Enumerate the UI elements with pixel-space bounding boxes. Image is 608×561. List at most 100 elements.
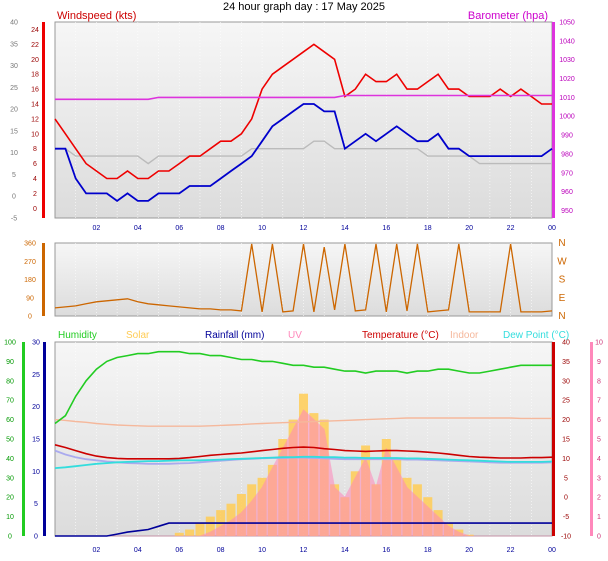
- barometer-tick-label: 1030: [559, 57, 575, 64]
- legend-entry: Dew Point (°C): [503, 330, 569, 341]
- dir-tick-label: 270: [24, 259, 36, 266]
- wind-outer-tick-label: 0: [12, 194, 16, 201]
- uv-tick-label: 3: [597, 475, 601, 482]
- rain-tick-label: 5: [34, 501, 38, 508]
- climate-x-tick-label: 14: [341, 547, 349, 554]
- barometer-tick-label: 1000: [559, 114, 575, 121]
- barometer-tick-label: 1010: [559, 95, 575, 102]
- wind-inner-tick-label: 24: [31, 27, 39, 34]
- legend-entry: Solar: [126, 330, 150, 341]
- humidity-tick-label: 60: [6, 417, 14, 424]
- temp-tick-label: 0: [564, 495, 568, 502]
- dir-compass-label: N: [558, 238, 565, 249]
- climate-x-tick-label: 22: [507, 547, 515, 554]
- legend-entry: Temperature (°C): [362, 330, 439, 341]
- dir-tick-label: 180: [24, 277, 36, 284]
- wind-inner-tick-label: 22: [31, 42, 39, 49]
- uv-tick-label: 2: [597, 495, 601, 502]
- humidity-tick-label: 40: [6, 456, 14, 463]
- series-temperature-line: [54, 444, 553, 460]
- temp-tick-label: -5: [563, 514, 569, 521]
- wind-x-tick-label: 22: [507, 225, 515, 232]
- climate-x-tick-label: 12: [300, 547, 308, 554]
- temp-tick-label: 10: [562, 456, 570, 463]
- humidity-tick-label: 70: [6, 398, 14, 405]
- barometer-tick-label: 980: [561, 151, 573, 158]
- dir-compass-label: W: [557, 256, 567, 267]
- temp-tick-label: 5: [564, 475, 568, 482]
- temp-tick-label: 20: [562, 417, 570, 424]
- dir-tick-label: 0: [28, 314, 32, 321]
- windspeed-label: Windspeed (kts): [57, 10, 136, 22]
- humidity-tick-label: 80: [6, 378, 14, 385]
- barometer-tick-label: 1020: [559, 76, 575, 83]
- rain-tick-label: 15: [32, 437, 40, 444]
- wind-x-tick-label: 10: [258, 225, 266, 232]
- humidity-tick-label: 20: [6, 495, 14, 502]
- wind-x-tick-label: 02: [93, 225, 101, 232]
- wind-inner-tick-label: 8: [33, 146, 37, 153]
- series-uv-area: [55, 409, 552, 537]
- legend-entry: Indoor: [450, 330, 479, 341]
- climate-x-tick-label: 06: [175, 547, 183, 554]
- legend-entry: UV: [288, 330, 302, 341]
- rain-tick-label: 25: [32, 372, 40, 379]
- temp-tick-label: 35: [562, 359, 570, 366]
- humidity-tick-label: 100: [4, 340, 16, 347]
- rain-tick-label: 10: [32, 469, 40, 476]
- solar-bar: [185, 529, 195, 536]
- climate-x-tick-label: 10: [258, 547, 266, 554]
- wind-inner-tick-label: 6: [33, 161, 37, 168]
- wind-outer-tick-label: 20: [10, 107, 18, 114]
- humidity-tick-label: 0: [8, 534, 12, 541]
- wind-outer-tick-label: 35: [10, 41, 18, 48]
- wind-x-tick-label: 08: [217, 225, 225, 232]
- wind-outer-tick-label: 10: [10, 150, 18, 157]
- humidity-tick-label: 10: [6, 514, 14, 521]
- wind-outer-tick-label: 5: [12, 172, 16, 179]
- solar-bar: [174, 532, 184, 536]
- wind-x-tick-label: 06: [175, 225, 183, 232]
- climate-x-tick-label: 04: [134, 547, 142, 554]
- dir-tick-label: 90: [26, 295, 34, 302]
- barometer-tick-label: 1040: [559, 38, 575, 45]
- barometer-axis-bar: [552, 22, 555, 218]
- climate-x-tick-label: 00: [548, 547, 556, 554]
- solar-bar: [464, 534, 474, 536]
- wind-x-tick-label: 20: [465, 225, 473, 232]
- climate-x-tick-label: 20: [465, 547, 473, 554]
- series-indoor-line: [54, 417, 552, 427]
- barometer-tick-label: 960: [561, 189, 573, 196]
- uv-tick-label: 7: [597, 398, 601, 405]
- temp-tick-label: 25: [562, 398, 570, 405]
- uv-tick-label: 10: [595, 340, 603, 347]
- humidity-tick-label: 30: [6, 475, 14, 482]
- solar-bar: [205, 516, 215, 536]
- barometer-label: Barometer (hpa): [468, 10, 548, 22]
- wind-inner-tick-label: 12: [31, 116, 39, 123]
- humidity-tick-label: 90: [6, 359, 14, 366]
- legend-entry: Rainfall (mm): [205, 330, 264, 341]
- series-dewpoint-line: [54, 455, 553, 469]
- series-avg-line: [55, 103, 553, 203]
- uv-tick-label: 8: [597, 378, 601, 385]
- wind-inner-tick-label: 2: [33, 191, 37, 198]
- wind-x-tick-label: 16: [382, 225, 390, 232]
- wind-inner-tick-label: 16: [31, 87, 39, 94]
- barometer-tick-label: 990: [561, 133, 573, 140]
- wind-x-tick-label: 00: [548, 225, 556, 232]
- wind-inner-tick-label: 10: [31, 131, 39, 138]
- climate-x-tick-label: 08: [217, 547, 225, 554]
- wind-outer-tick-label: 15: [10, 128, 18, 135]
- winddir-axis-bar: [42, 243, 45, 316]
- rain-tick-label: 30: [32, 340, 40, 347]
- temp-tick-label: 30: [562, 378, 570, 385]
- barometer-tick-label: 1050: [559, 20, 575, 27]
- temp-tick-label: 40: [562, 340, 570, 347]
- temp-tick-label: -10: [561, 534, 571, 541]
- temp-tick-label: 15: [562, 437, 570, 444]
- wind-plot-area: [54, 21, 553, 219]
- wind-inner-tick-label: 18: [31, 72, 39, 79]
